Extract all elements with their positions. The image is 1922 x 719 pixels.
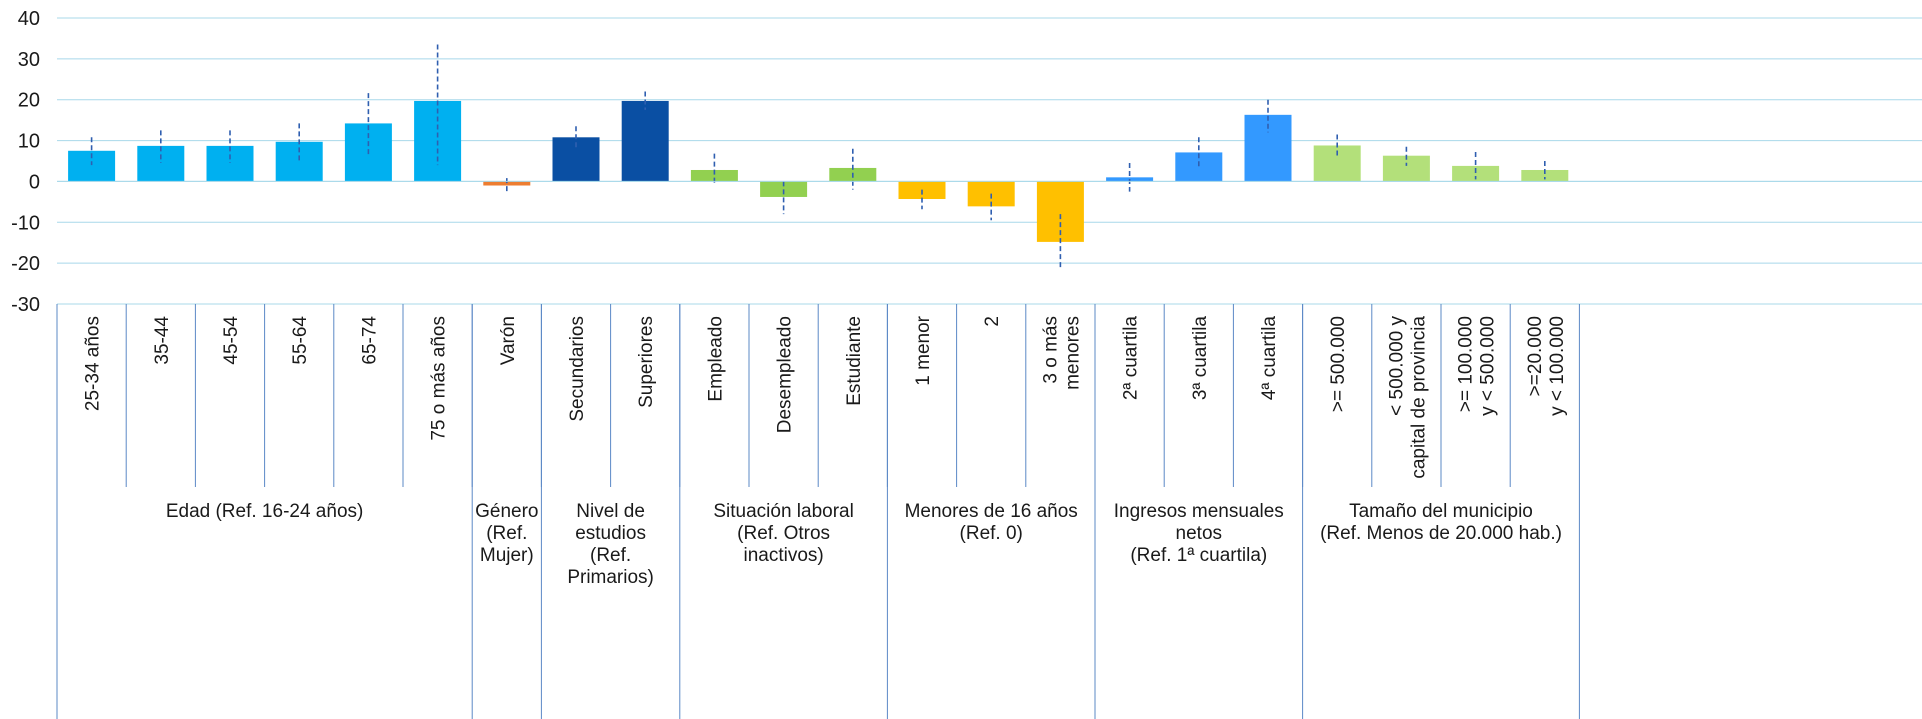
- category-label: >=20.000y < 100.000: [1525, 316, 1568, 416]
- group-label-line: (Ref.: [486, 523, 527, 544]
- category-label-line: Varón: [498, 316, 519, 365]
- category-label-line: >=20.000: [1525, 316, 1546, 396]
- category-label: 2: [982, 316, 1003, 327]
- y-tick-label: -20: [11, 253, 40, 275]
- bar: [621, 100, 669, 182]
- category-label-line: 35-44: [152, 316, 173, 365]
- category-label-line: Estudiante: [844, 316, 865, 406]
- category-label-line: Empleado: [705, 316, 726, 402]
- y-tick-label: 0: [29, 171, 40, 193]
- category-label: Secundarios: [567, 316, 588, 422]
- group-label-line: Nivel de: [576, 501, 645, 522]
- category-label-line: 45-54: [221, 316, 242, 365]
- group-label-line: (Ref. Menos de 20.000 hab.): [1320, 523, 1562, 544]
- group-label-line: Ingresos mensuales: [1114, 501, 1284, 522]
- category-label: 4ª cuartila: [1259, 316, 1280, 401]
- bar: [760, 181, 808, 197]
- y-tick-label: -30: [11, 294, 40, 316]
- bar: [1521, 169, 1569, 182]
- group-label-line: Edad (Ref. 16-24 años): [166, 501, 364, 522]
- group-label: Menores de 16 años (Ref. 0): [905, 501, 1078, 544]
- category-label: Desempleado: [775, 316, 796, 433]
- group-label-line: Situación laboral: [713, 501, 853, 522]
- category-label-line: 25-34 años: [83, 316, 104, 411]
- category-label: 55-64: [290, 316, 311, 365]
- category-label-line: Desempleado: [775, 316, 796, 433]
- group-label: Situación laboral (Ref. Otros inactivos): [713, 501, 853, 566]
- y-tick-label: 30: [18, 49, 40, 71]
- category-label: 3ª cuartila: [1190, 316, 1211, 401]
- category-label: 3 o másmenores: [1040, 316, 1083, 390]
- category-label-line: 65-74: [359, 316, 380, 365]
- category-label-line: 55-64: [290, 316, 311, 365]
- group-label: Edad (Ref. 16-24 años): [166, 501, 364, 522]
- y-tick-label: 10: [18, 131, 40, 153]
- category-label: Superiores: [636, 316, 657, 408]
- group-label-line: netos: [1176, 523, 1222, 544]
- category-label-line: 1 menor: [913, 315, 934, 385]
- y-tick-label: -10: [11, 212, 40, 234]
- category-label: 2ª cuartila: [1121, 316, 1142, 401]
- group-label-line: inactivos): [743, 545, 823, 566]
- category-label-line: y < 100.000: [1547, 316, 1568, 416]
- group-label-line: Primarios): [567, 567, 654, 588]
- category-label: 45-54: [221, 316, 242, 365]
- category-label-line: < 500.000 y: [1386, 316, 1407, 416]
- group-label-line: (Ref.: [590, 545, 631, 566]
- group-label-line: (Ref. 0): [960, 523, 1023, 544]
- category-label: >= 100.000y < 500.000: [1456, 316, 1499, 416]
- category-label-line: 3 o más: [1040, 316, 1061, 384]
- y-tick-label: 40: [18, 8, 40, 30]
- group-label: Tamaño del municipio (Ref. Menos de 20.00…: [1320, 501, 1562, 544]
- category-label-line: 2: [982, 316, 1003, 327]
- bar: [483, 181, 531, 186]
- category-label: Empleado: [705, 316, 726, 402]
- group-label-line: Tamaño del municipio: [1349, 501, 1533, 522]
- group-label-line: (Ref. Otros: [737, 523, 830, 544]
- group-label-line: Género: [475, 501, 538, 522]
- category-label-line: 3ª cuartila: [1190, 316, 1211, 401]
- group-label: Ingresos mensuales netos (Ref. 1ª cuartila…: [1114, 501, 1284, 566]
- category-label: 25-34 años: [83, 316, 104, 411]
- bar: [1382, 155, 1430, 182]
- y-tick-label: 20: [18, 90, 40, 112]
- category-label-line: Superiores: [636, 316, 657, 408]
- bar: [206, 145, 254, 182]
- category-label: 65-74: [359, 316, 380, 365]
- category-label: < 500.000 ycapital de provincia: [1386, 316, 1429, 479]
- category-label-line: >= 100.000: [1456, 316, 1477, 412]
- group-label: Género (Ref. Mujer): [475, 501, 538, 566]
- category-label-line: 4ª cuartila: [1259, 316, 1280, 401]
- bar: [690, 169, 738, 182]
- category-label: Varón: [498, 316, 519, 365]
- category-label: 35-44: [152, 316, 173, 365]
- group-label-line: estudios: [575, 523, 646, 544]
- group-label-line: Mujer): [480, 545, 534, 566]
- category-label: 75 o más años: [429, 316, 450, 441]
- group-label: Nivel de estudios (Ref. Primarios): [567, 501, 654, 588]
- category-label-line: Secundarios: [567, 316, 588, 422]
- group-label-line: (Ref. 1ª cuartila): [1130, 545, 1267, 566]
- category-label-line: 2ª cuartila: [1121, 316, 1142, 401]
- category-label-line: 75 o más años: [429, 316, 450, 441]
- category-label-line: >= 500.000: [1328, 316, 1349, 412]
- category-label-line: capital de provincia: [1408, 316, 1429, 479]
- category-label-line: y < 500.000: [1478, 316, 1499, 416]
- category-label: >= 500.000: [1328, 316, 1349, 412]
- category-label: 1 menor: [913, 315, 934, 385]
- group-label-line: Menores de 16 años: [905, 501, 1078, 522]
- category-label: Estudiante: [844, 316, 865, 406]
- bar: [1452, 165, 1500, 182]
- bar: [137, 145, 185, 182]
- category-label-line: menores: [1062, 316, 1083, 390]
